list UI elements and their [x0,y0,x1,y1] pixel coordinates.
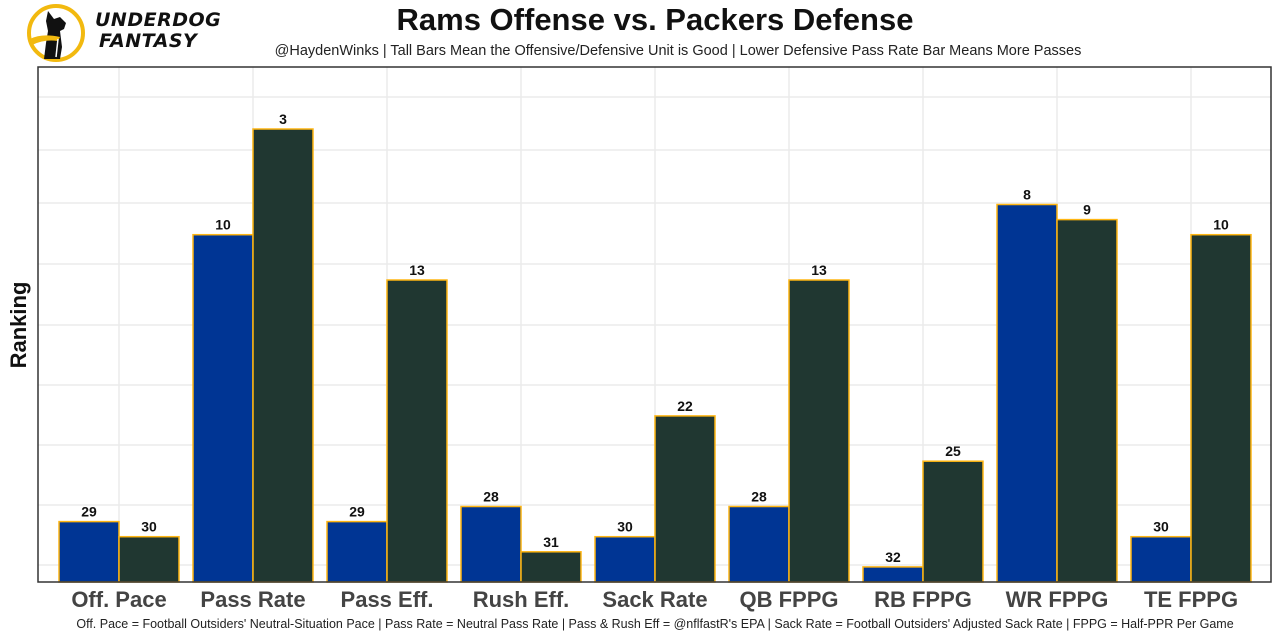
bar-value-label: 31 [543,534,559,550]
bar-value-label: 22 [677,398,693,414]
offense-bar [594,535,656,583]
defense-bar [788,279,850,583]
defense-bar [654,415,716,583]
bar-value-label: 10 [215,217,231,233]
defense-bar [386,279,448,583]
bar-value-label: 13 [409,262,425,278]
chart-caption: Off. Pace = Football Outsiders' Neutral-… [76,617,1234,631]
x-tick-label: Rush Eff. [473,587,570,612]
offense-bar [192,233,254,583]
defense-bar [118,535,180,583]
bar-value-label: 28 [751,489,767,505]
defense-bar [922,460,984,583]
defense-bar [1056,218,1118,583]
offense-bar [326,520,388,583]
x-tick-label: RB FPPG [874,587,972,612]
defense-bar [1190,233,1252,583]
data-labels: 29 30 10 3 29 13 28 31 30 22 28 13 32 25 8 9 30 10 [81,111,1229,565]
chart-title: Rams Offense vs. Packers Defense [396,2,914,37]
x-tick-label: Pass Rate [200,587,305,612]
offense-bar [862,566,924,583]
underdog-dog-logo-icon [27,4,85,62]
defense-bar [520,551,582,583]
bar-value-label: 30 [617,519,633,535]
x-tick-label: TE FPPG [1144,587,1238,612]
bar-value-label: 32 [885,549,901,565]
defense-bar [252,128,314,583]
bar-value-label: 25 [945,443,961,459]
bar-value-label: 28 [483,489,499,505]
bar-value-label: 3 [279,111,287,127]
offense-bar [996,203,1058,583]
x-tick-label: Off. Pace [71,587,166,612]
brand-line-2: FANTASY [99,30,198,52]
y-axis-label: Ranking [6,282,31,369]
offense-bar [460,505,522,583]
bar-value-label: 9 [1083,202,1091,218]
x-tick-label: WR FPPG [1006,587,1109,612]
offense-bar [58,520,120,583]
brand-wordmark: UNDERDOG FANTASY [95,10,221,52]
bar-value-label: 10 [1213,217,1229,233]
bar-value-label: 13 [811,262,827,278]
bar-value-label: 30 [1153,519,1169,535]
bar-value-label: 8 [1023,187,1031,203]
chart-subtitle: @HaydenWinks | Tall Bars Mean the Offens… [274,43,1082,59]
x-tick-label: Sack Rate [602,587,707,612]
plot-border [37,66,1272,583]
bars [58,128,1252,583]
bar-value-label: 30 [141,519,157,535]
x-tick-label: Pass Eff. [341,587,434,612]
brand-line-1: UNDERDOG [95,9,222,31]
bar-value-label: 29 [349,504,365,520]
x-tick-labels: Off. Pace Pass Rate Pass Eff. Rush Eff. Sack… [71,587,1238,612]
x-tick-label: QB FPPG [739,587,838,612]
offense-bar [728,505,790,583]
bar-value-label: 29 [81,504,97,520]
offense-bar [1130,535,1192,583]
